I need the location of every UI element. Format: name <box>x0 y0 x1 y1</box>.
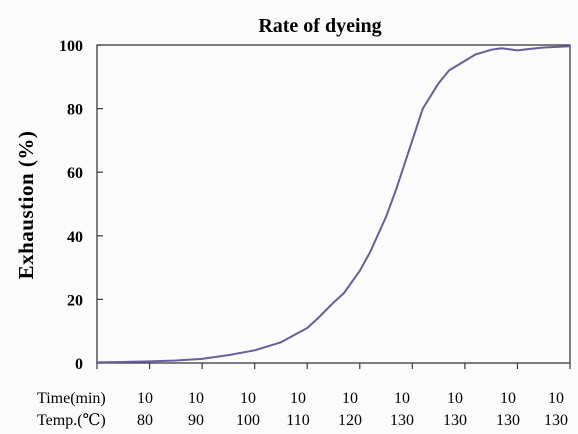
x-row-value: 130 <box>390 412 414 429</box>
y-tick-label: 40 <box>67 229 83 246</box>
y-axis-label: Exhaustion (%) <box>14 131 38 280</box>
x-row-value: 100 <box>236 412 260 429</box>
x-row-value: 10 <box>447 390 463 407</box>
x-row-value: 10 <box>188 390 204 407</box>
x-row-value: 10 <box>500 390 516 407</box>
x-row-value: 120 <box>338 412 362 429</box>
x-row-value: 130 <box>443 412 467 429</box>
series-line <box>96 45 571 364</box>
x-row-value: 10 <box>290 390 306 407</box>
x-row-value: 10 <box>394 390 410 407</box>
x-row-label: Time(min) <box>37 390 106 407</box>
x-row-value: 90 <box>188 412 204 429</box>
x-row-value: 10 <box>342 390 358 407</box>
x-row-value: 110 <box>286 412 309 429</box>
y-tick-label: 0 <box>75 356 83 373</box>
y-tick-label: 80 <box>67 102 83 119</box>
x-row-value: 130 <box>544 412 568 429</box>
x-row-value: 10 <box>137 390 153 407</box>
x-axis-ticks <box>96 363 571 369</box>
x-row-value: 10 <box>548 390 564 407</box>
x-row-value: 80 <box>137 412 153 429</box>
x-row-value: 10 <box>240 390 256 407</box>
plot-area-frame <box>96 44 571 364</box>
y-tick-label: 100 <box>59 38 83 55</box>
series-group <box>96 45 571 364</box>
x-row-label: Temp.(℃) <box>37 412 106 429</box>
chart-title: Rate of dyeing <box>258 15 381 37</box>
y-axis-ticks: 0 20 40 60 80 100 <box>59 38 103 373</box>
x-axis-label-rows: Time(min) 10 10 10 10 10 10 10 10 10 Temp.(℃) 80 90 1… <box>37 390 568 429</box>
y-tick-label: 20 <box>67 292 83 309</box>
y-tick-label: 60 <box>67 165 83 182</box>
x-row-value: 130 <box>496 412 520 429</box>
